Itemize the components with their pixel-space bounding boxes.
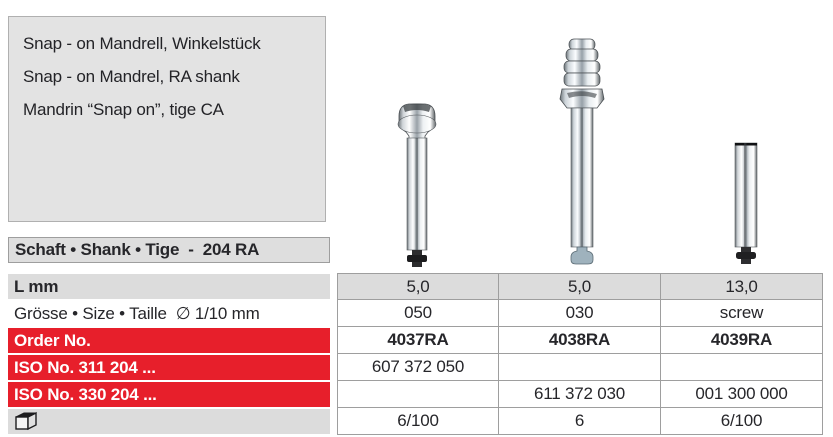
table-row-packaging: 6/100 6 6/100 <box>8 408 823 435</box>
mandrel-4039ra-image <box>734 142 758 264</box>
product-description-box: Snap - on Mandrell, Winkelstück Snap - o… <box>8 16 326 222</box>
mandrel-4037ra-image <box>397 103 437 267</box>
table-row-length: L mm 5,0 5,0 13,0 <box>8 273 823 300</box>
package-icon <box>15 411 37 431</box>
desc-line-french: Mandrin “Snap on”, tige CA <box>23 100 224 119</box>
desc-line-english: Snap - on Mandrel, RA shank <box>23 67 240 86</box>
table-row-size: Grösse • Size • Taille ∅ 1/10 mm 050 030… <box>8 300 823 327</box>
row-label-l-mm: L mm <box>8 274 330 299</box>
table-cell: 050 <box>337 300 499 327</box>
row-label-size: Grösse • Size • Taille ∅ 1/10 mm <box>14 303 260 323</box>
desc-line-german: Snap - on Mandrell, Winkelstück <box>23 34 261 53</box>
table-cell: 001 300 000 <box>661 381 823 408</box>
table-cell: 030 <box>499 300 661 327</box>
table-cell: 13,0 <box>661 273 823 300</box>
table-cell: 4038RA <box>499 327 661 354</box>
table-cell: 6 <box>499 408 661 435</box>
table-cell: 6/100 <box>337 408 499 435</box>
table-cell <box>661 354 823 381</box>
row-label-iso-330: ISO No. 330 204 ... <box>8 382 330 407</box>
table-cell: screw <box>661 300 823 327</box>
row-label-packaging <box>8 409 330 434</box>
row-label-iso-311: ISO No. 311 204 ... <box>8 355 330 380</box>
mandrel-4038ra-image <box>559 38 605 265</box>
table-cell: 607 372 050 <box>337 354 499 381</box>
table-cell: 5,0 <box>499 273 661 300</box>
table-row-order-no: Order No. 4037RA 4038RA 4039RA <box>8 327 823 354</box>
table-cell <box>337 381 499 408</box>
row-label-order-no: Order No. <box>8 328 330 353</box>
table-cell: 4037RA <box>337 327 499 354</box>
table-cell: 6/100 <box>661 408 823 435</box>
spec-table: L mm 5,0 5,0 13,0 Grösse • Size • Taille… <box>8 273 823 435</box>
table-cell: 4039RA <box>661 327 823 354</box>
table-row-iso-330: ISO No. 330 204 ... 611 372 030 001 300 … <box>8 381 823 408</box>
table-cell: 611 372 030 <box>499 381 661 408</box>
shank-header: Schaft • Shank • Tige - 204 RA <box>8 237 330 263</box>
table-row-iso-311: ISO No. 311 204 ... 607 372 050 <box>8 354 823 381</box>
table-cell <box>499 354 661 381</box>
table-cell: 5,0 <box>337 273 499 300</box>
